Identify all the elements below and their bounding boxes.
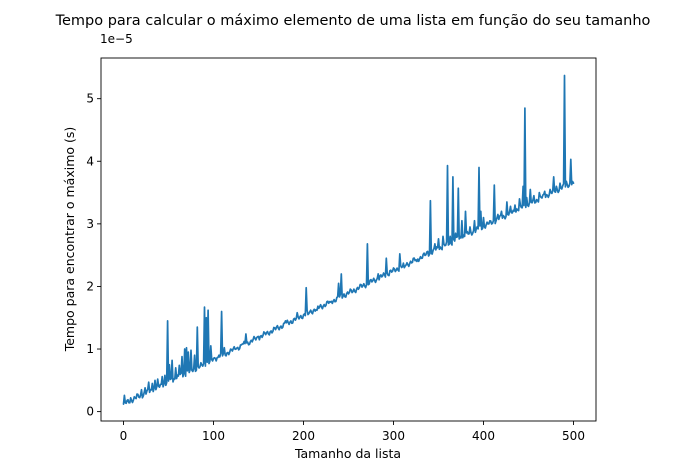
- x-axis-ticks: 0 100 200 300 400 500: [120, 421, 585, 443]
- y-tick-label: 4: [86, 154, 94, 168]
- x-tick-label: 300: [382, 429, 405, 443]
- x-tick-label: 100: [202, 429, 225, 443]
- x-tick-label: 400: [472, 429, 495, 443]
- y-tick-label: 3: [86, 217, 94, 231]
- plot-area: [100, 57, 597, 422]
- y-tick-label: 1: [86, 342, 94, 356]
- y-axis-ticks: 0 1 2 3 4 5: [86, 92, 101, 419]
- y-tick-label: 0: [86, 405, 94, 419]
- y-axis-label: Tempo para encontrar o máximo (s): [62, 127, 77, 353]
- x-tick-label: 200: [292, 429, 315, 443]
- x-axis-label: Tamanho da lista: [294, 446, 401, 461]
- x-tick-label: 0: [120, 429, 128, 443]
- y-axis-offset-label: 1e−5: [100, 32, 133, 46]
- chart-title: Tempo para calcular o máximo elemento de…: [55, 13, 651, 29]
- x-tick-label: 500: [562, 429, 585, 443]
- axes-frame: [100, 57, 597, 422]
- series-line: [122, 74, 575, 405]
- y-tick-label: 2: [86, 279, 94, 293]
- y-tick-label: 5: [86, 92, 94, 106]
- line-layer: [122, 74, 575, 405]
